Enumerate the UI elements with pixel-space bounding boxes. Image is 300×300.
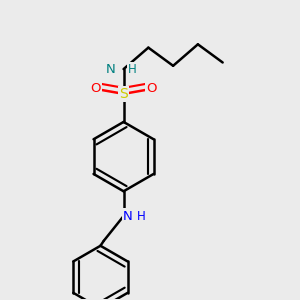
Text: N: N — [123, 209, 132, 223]
Text: S: S — [119, 87, 128, 101]
Text: O: O — [90, 82, 101, 95]
Text: H: H — [137, 209, 146, 223]
Text: H: H — [128, 63, 136, 76]
Text: O: O — [146, 82, 157, 95]
Text: N: N — [106, 63, 116, 76]
